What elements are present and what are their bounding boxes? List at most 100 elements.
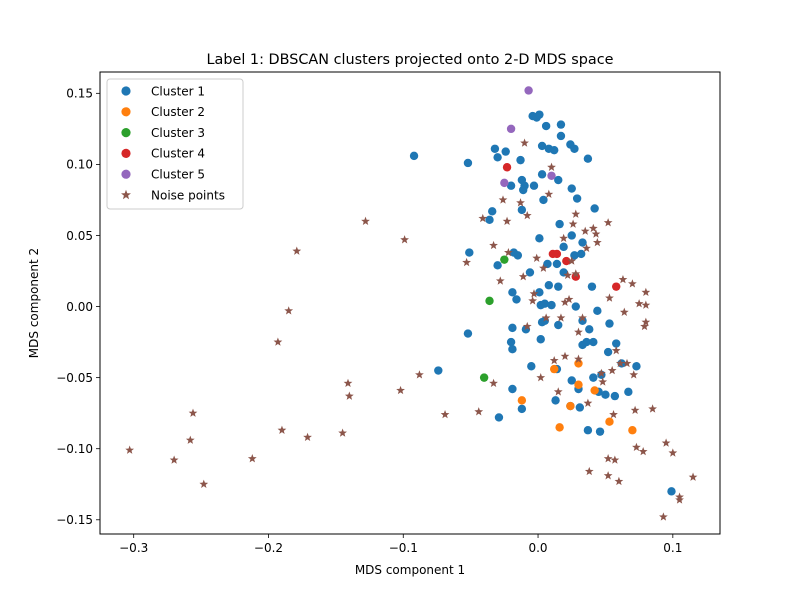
cluster-1-point	[512, 295, 521, 304]
cluster-1-point	[601, 390, 610, 399]
cluster-1-point	[539, 195, 548, 205]
cluster-4-point	[502, 163, 512, 172]
noise-point	[188, 408, 198, 417]
noise-point	[661, 438, 671, 447]
noise-point	[571, 269, 581, 278]
cluster-1-point	[485, 215, 494, 225]
cluster-1-point	[556, 120, 566, 129]
series-cluster-4	[502, 163, 621, 291]
noise-point	[343, 378, 353, 388]
legend-marker	[121, 169, 131, 179]
cluster-3-point	[485, 296, 494, 306]
noise-point	[588, 223, 598, 233]
noise-point	[603, 218, 613, 227]
cluster-1-point	[589, 337, 598, 347]
noise-point	[591, 229, 601, 238]
cluster-1-point	[488, 207, 497, 216]
cluster-2-point	[566, 401, 575, 411]
cluster-1-point	[517, 205, 527, 215]
cluster-2-point	[550, 364, 559, 374]
noise-point	[536, 373, 546, 382]
x-tick-label: −0.3	[119, 541, 148, 555]
noise-point	[440, 409, 450, 419]
noise-point	[632, 442, 641, 452]
cluster-1-point	[537, 170, 547, 179]
noise-point	[614, 476, 624, 486]
noise-point	[560, 297, 570, 307]
noise-point	[474, 407, 484, 416]
cluster-2-point	[574, 380, 583, 389]
y-tick-label: −0.05	[56, 371, 93, 385]
cluster-1-point	[525, 268, 535, 277]
noise-point	[541, 313, 551, 322]
x-tick-label: −0.2	[254, 541, 283, 555]
noise-point	[580, 226, 590, 235]
cluster-1-point	[508, 384, 517, 394]
cluster-1-point	[463, 158, 473, 168]
cluster-1-point	[536, 335, 545, 344]
series-cluster-5	[500, 86, 556, 188]
cluster-1-point	[578, 238, 587, 247]
noise-point	[609, 409, 618, 419]
noise-point	[638, 446, 648, 456]
noise-point	[518, 272, 528, 281]
cluster-1-point	[535, 234, 544, 243]
noise-point	[169, 455, 179, 464]
cluster-2-point	[555, 423, 564, 432]
cluster-5-point	[500, 178, 509, 188]
cluster-1-point	[541, 121, 551, 131]
noise-point	[502, 216, 512, 225]
x-axis: −0.3 −0.2 −0.1 0.0 0.1	[119, 534, 682, 555]
cluster-1-point	[570, 144, 579, 153]
noise-point	[628, 279, 637, 288]
legend-label: Cluster 4	[151, 147, 205, 161]
cluster-1-point	[494, 413, 504, 422]
legend-label: Cluster 1	[151, 84, 205, 98]
noise-point	[498, 195, 508, 204]
cluster-1-point	[550, 145, 559, 155]
cluster-1-point	[589, 373, 598, 382]
noise-point	[607, 365, 617, 375]
cluster-1-point	[587, 282, 597, 291]
cluster-5-point	[547, 171, 556, 180]
x-tick-label: −0.1	[389, 541, 418, 555]
noise-point	[568, 219, 578, 228]
cluster-2-point	[628, 426, 637, 435]
legend-label: Cluster 5	[151, 168, 205, 182]
noise-point	[273, 337, 283, 346]
cluster-1-point	[535, 288, 544, 297]
noise-point	[640, 321, 649, 331]
noise-point	[185, 435, 195, 444]
cluster-1-point	[555, 219, 564, 229]
noise-point	[516, 198, 525, 207]
noise-point	[247, 454, 257, 463]
noise-point	[634, 299, 644, 308]
noise-point	[574, 354, 583, 363]
noise-point	[619, 307, 629, 316]
cluster-1-point	[544, 281, 554, 290]
cluster-3-point	[500, 255, 509, 264]
x-tick-label: 0.0	[528, 541, 547, 555]
noise-point	[615, 358, 625, 368]
cluster-1-point	[493, 153, 502, 162]
cluster-1-point	[508, 323, 517, 333]
cluster-1-point	[529, 181, 539, 190]
noise-point	[344, 391, 354, 400]
noise-point	[659, 512, 668, 521]
cluster-1-point	[632, 362, 641, 371]
noise-point	[547, 162, 556, 171]
cluster-1-point	[463, 329, 473, 338]
cluster-1-point	[567, 376, 576, 385]
cluster-1-point	[501, 147, 510, 156]
y-tick-label: 0.10	[66, 158, 93, 172]
cluster-1-point	[571, 302, 580, 311]
noise-point	[361, 216, 370, 225]
noise-point	[478, 213, 488, 223]
y-tick-label: −0.10	[56, 442, 93, 456]
cluster-1-point	[567, 184, 576, 193]
noise-point	[462, 257, 471, 267]
noise-point	[583, 398, 593, 407]
cluster-1-point	[513, 251, 523, 260]
noise-point	[556, 313, 566, 322]
cluster-1-point	[570, 251, 579, 260]
